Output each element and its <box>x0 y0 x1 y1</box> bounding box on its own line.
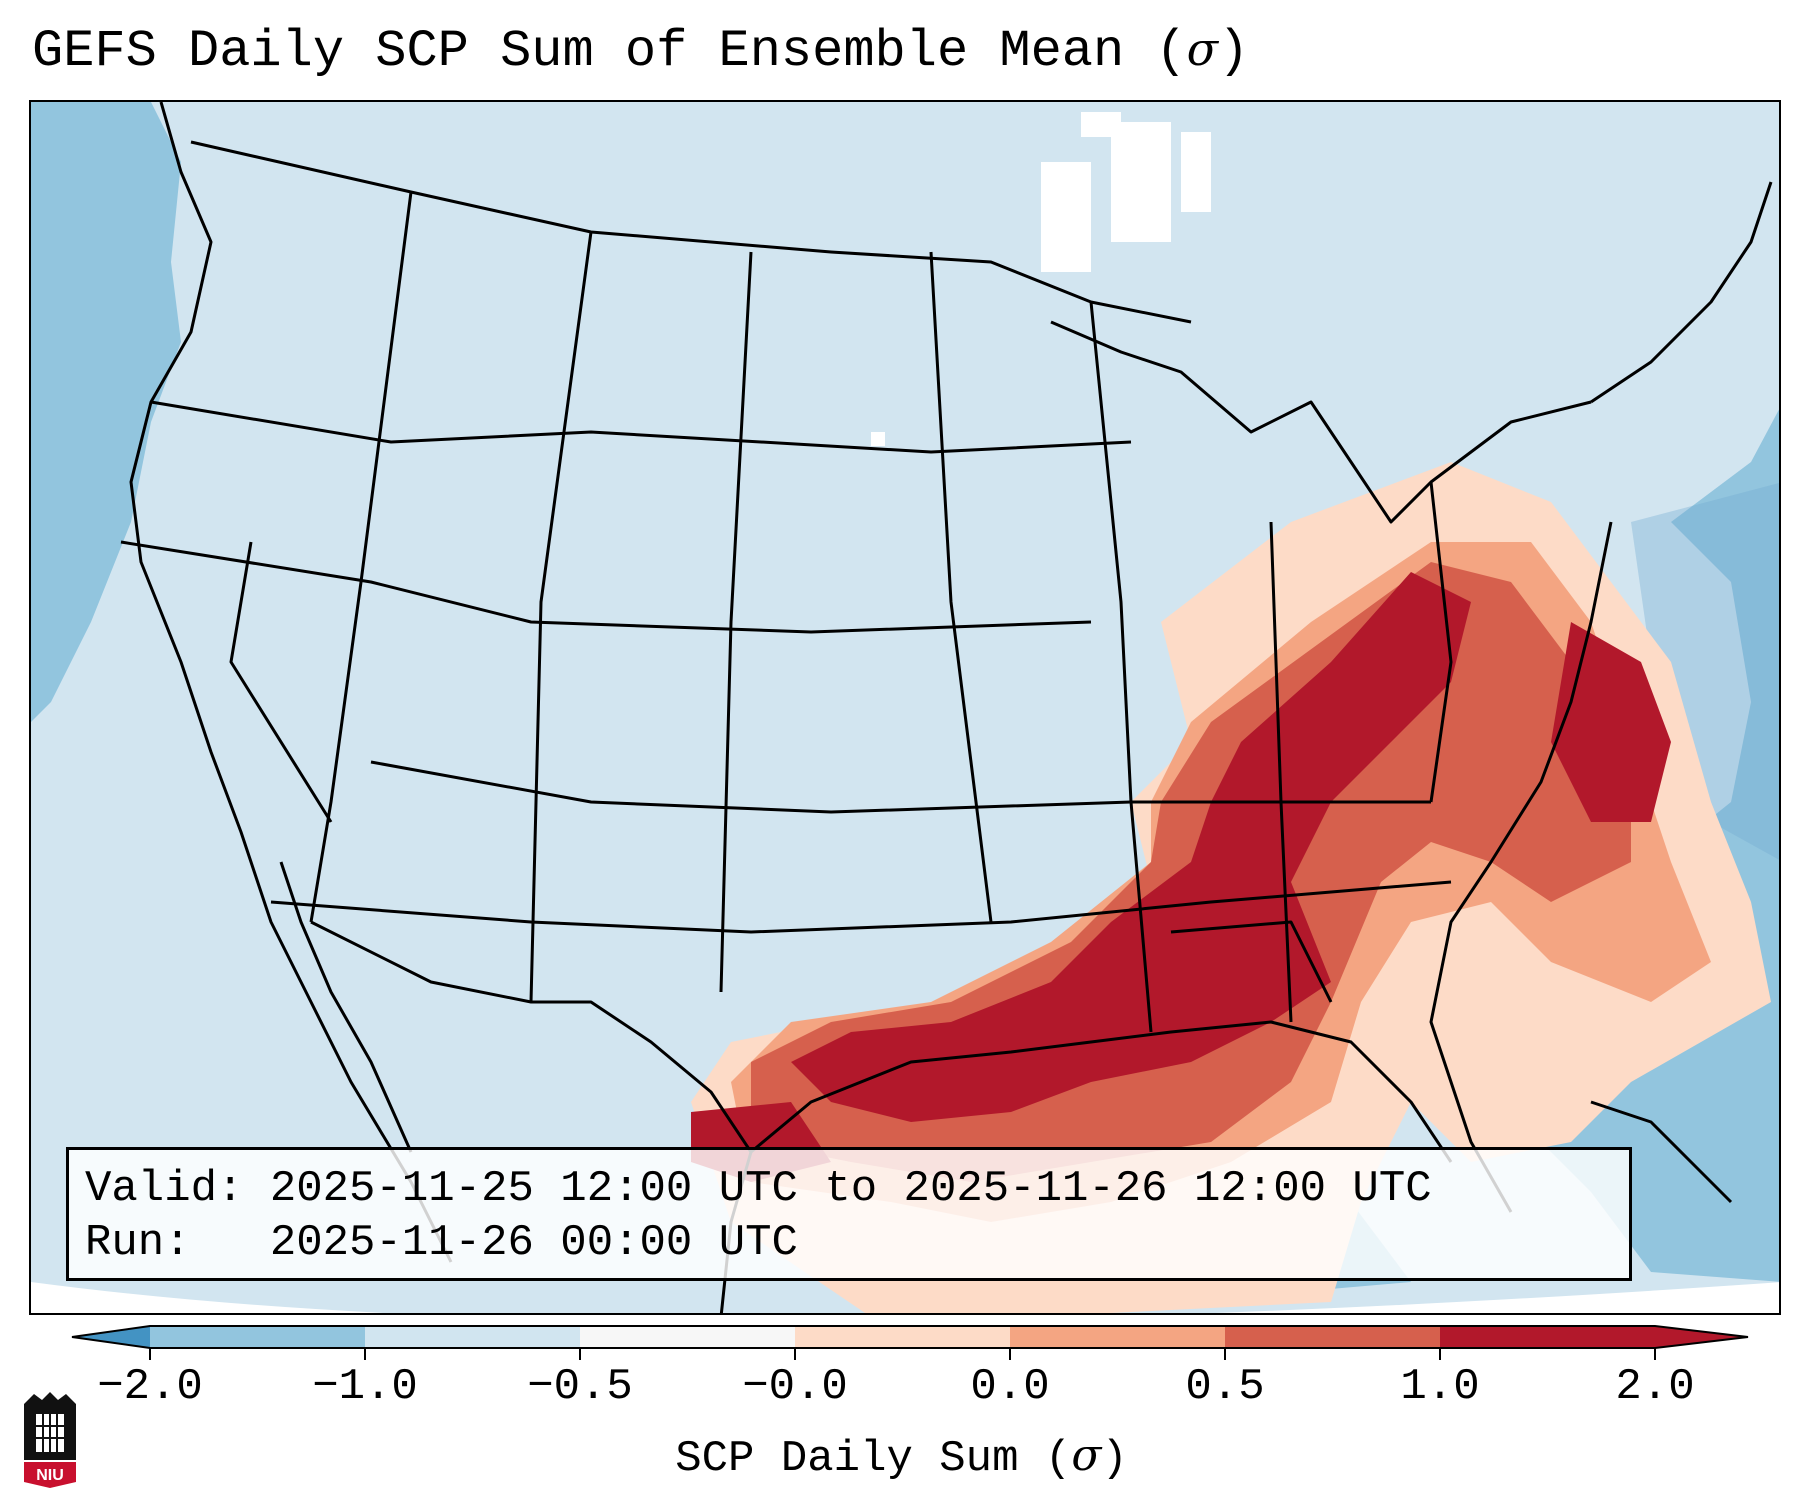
colorbar-tick-label: 0.0 <box>970 1362 1050 1412</box>
colorbar-tick-label: −0.0 <box>742 1362 848 1412</box>
state-line-v7 <box>1429 481 1453 803</box>
colorbar <box>71 1325 1749 1360</box>
state-line-v3 <box>719 251 753 993</box>
colorbar-segment <box>1440 1326 1655 1348</box>
us-mexico-border <box>310 920 753 1153</box>
state-line-v5 <box>1089 301 1153 1033</box>
state-line-v1 <box>309 191 413 923</box>
east-coast <box>1429 521 1613 1213</box>
map-canvas <box>31 102 1779 1313</box>
colorbar-segment <box>580 1326 795 1348</box>
boundary-lines <box>120 102 1773 1313</box>
northeast-coast <box>1590 181 1773 404</box>
baja-coast <box>279 861 413 1153</box>
state-line-3 <box>370 760 1431 814</box>
valid-line: Valid: 2025-11-25 12:00 UTC to 2025-11-2… <box>85 1162 1629 1216</box>
ocean-west-blue <box>31 102 181 722</box>
colorbar-tick-label: −2.0 <box>97 1362 203 1412</box>
colorbar-segment <box>365 1326 580 1348</box>
colorbar-segment <box>150 1326 365 1348</box>
logo-text: NIU <box>36 1467 64 1484</box>
valid-info-box: Valid: 2025-11-25 12:00 UTC to 2025-11-2… <box>66 1147 1632 1281</box>
colorbar-tick-label: 0.5 <box>1185 1362 1265 1412</box>
colorbar-segment <box>1010 1326 1225 1348</box>
valid-label: Valid: <box>85 1164 244 1214</box>
near-zero-patches <box>871 112 1211 446</box>
state-line-v2 <box>529 231 593 1003</box>
chart-title: GEFS Daily SCP Sum of Ensemble Mean (σ) <box>32 22 1250 81</box>
colorbar-segment <box>795 1326 1010 1348</box>
colorbar-tick-label: −0.5 <box>527 1362 633 1412</box>
ocean-south-west-curve <box>31 1282 1779 1313</box>
anomaly-extreme <box>791 572 1471 1122</box>
colorbar-tick-label: 1.0 <box>1400 1362 1480 1412</box>
map-panel <box>29 100 1781 1315</box>
run-label: Run: <box>85 1218 191 1268</box>
colorbar-sigma-symbol: σ <box>1071 1430 1102 1481</box>
colorbar-tick-label: 2.0 <box>1615 1362 1695 1412</box>
niu-logo-icon: NIU <box>24 1392 76 1488</box>
colorbar-label: SCP Daily Sum (σ) <box>675 1430 1128 1484</box>
run-value: 2025-11-26 00:00 UTC <box>269 1218 798 1268</box>
caribbean-islands <box>1590 1100 1733 1204</box>
colorbar-segment <box>1225 1326 1440 1348</box>
great-lakes-shore <box>1050 320 1592 524</box>
state-line-4 <box>270 880 1452 934</box>
anomaly-extreme-east <box>1551 622 1671 822</box>
coastline-west <box>129 102 453 1263</box>
run-line: Run: 2025-11-26 00:00 UTC <box>85 1216 1629 1270</box>
nevada-diag <box>229 541 333 823</box>
colorbar-extend-high <box>1655 1326 1748 1348</box>
state-line-v6 <box>1269 521 1293 1023</box>
state-line-v4 <box>929 251 993 923</box>
colorbar-extend-low <box>72 1326 150 1348</box>
state-line-2 <box>120 540 1092 634</box>
valid-value: 2025-11-25 12:00 UTC to 2025-11-26 12:00… <box>269 1164 1432 1214</box>
colorbar-tick-label: −1.0 <box>312 1362 418 1412</box>
state-line-5 <box>1170 920 1333 1003</box>
ocean-atlantic-deep <box>1631 483 1779 860</box>
gulf-coast <box>750 1020 1453 1163</box>
state-line-1 <box>150 400 1132 454</box>
title-text: GEFS Daily SCP Sum of Ensemble Mean <box>32 22 1125 81</box>
title-sigma-symbol: σ <box>1186 22 1219 76</box>
